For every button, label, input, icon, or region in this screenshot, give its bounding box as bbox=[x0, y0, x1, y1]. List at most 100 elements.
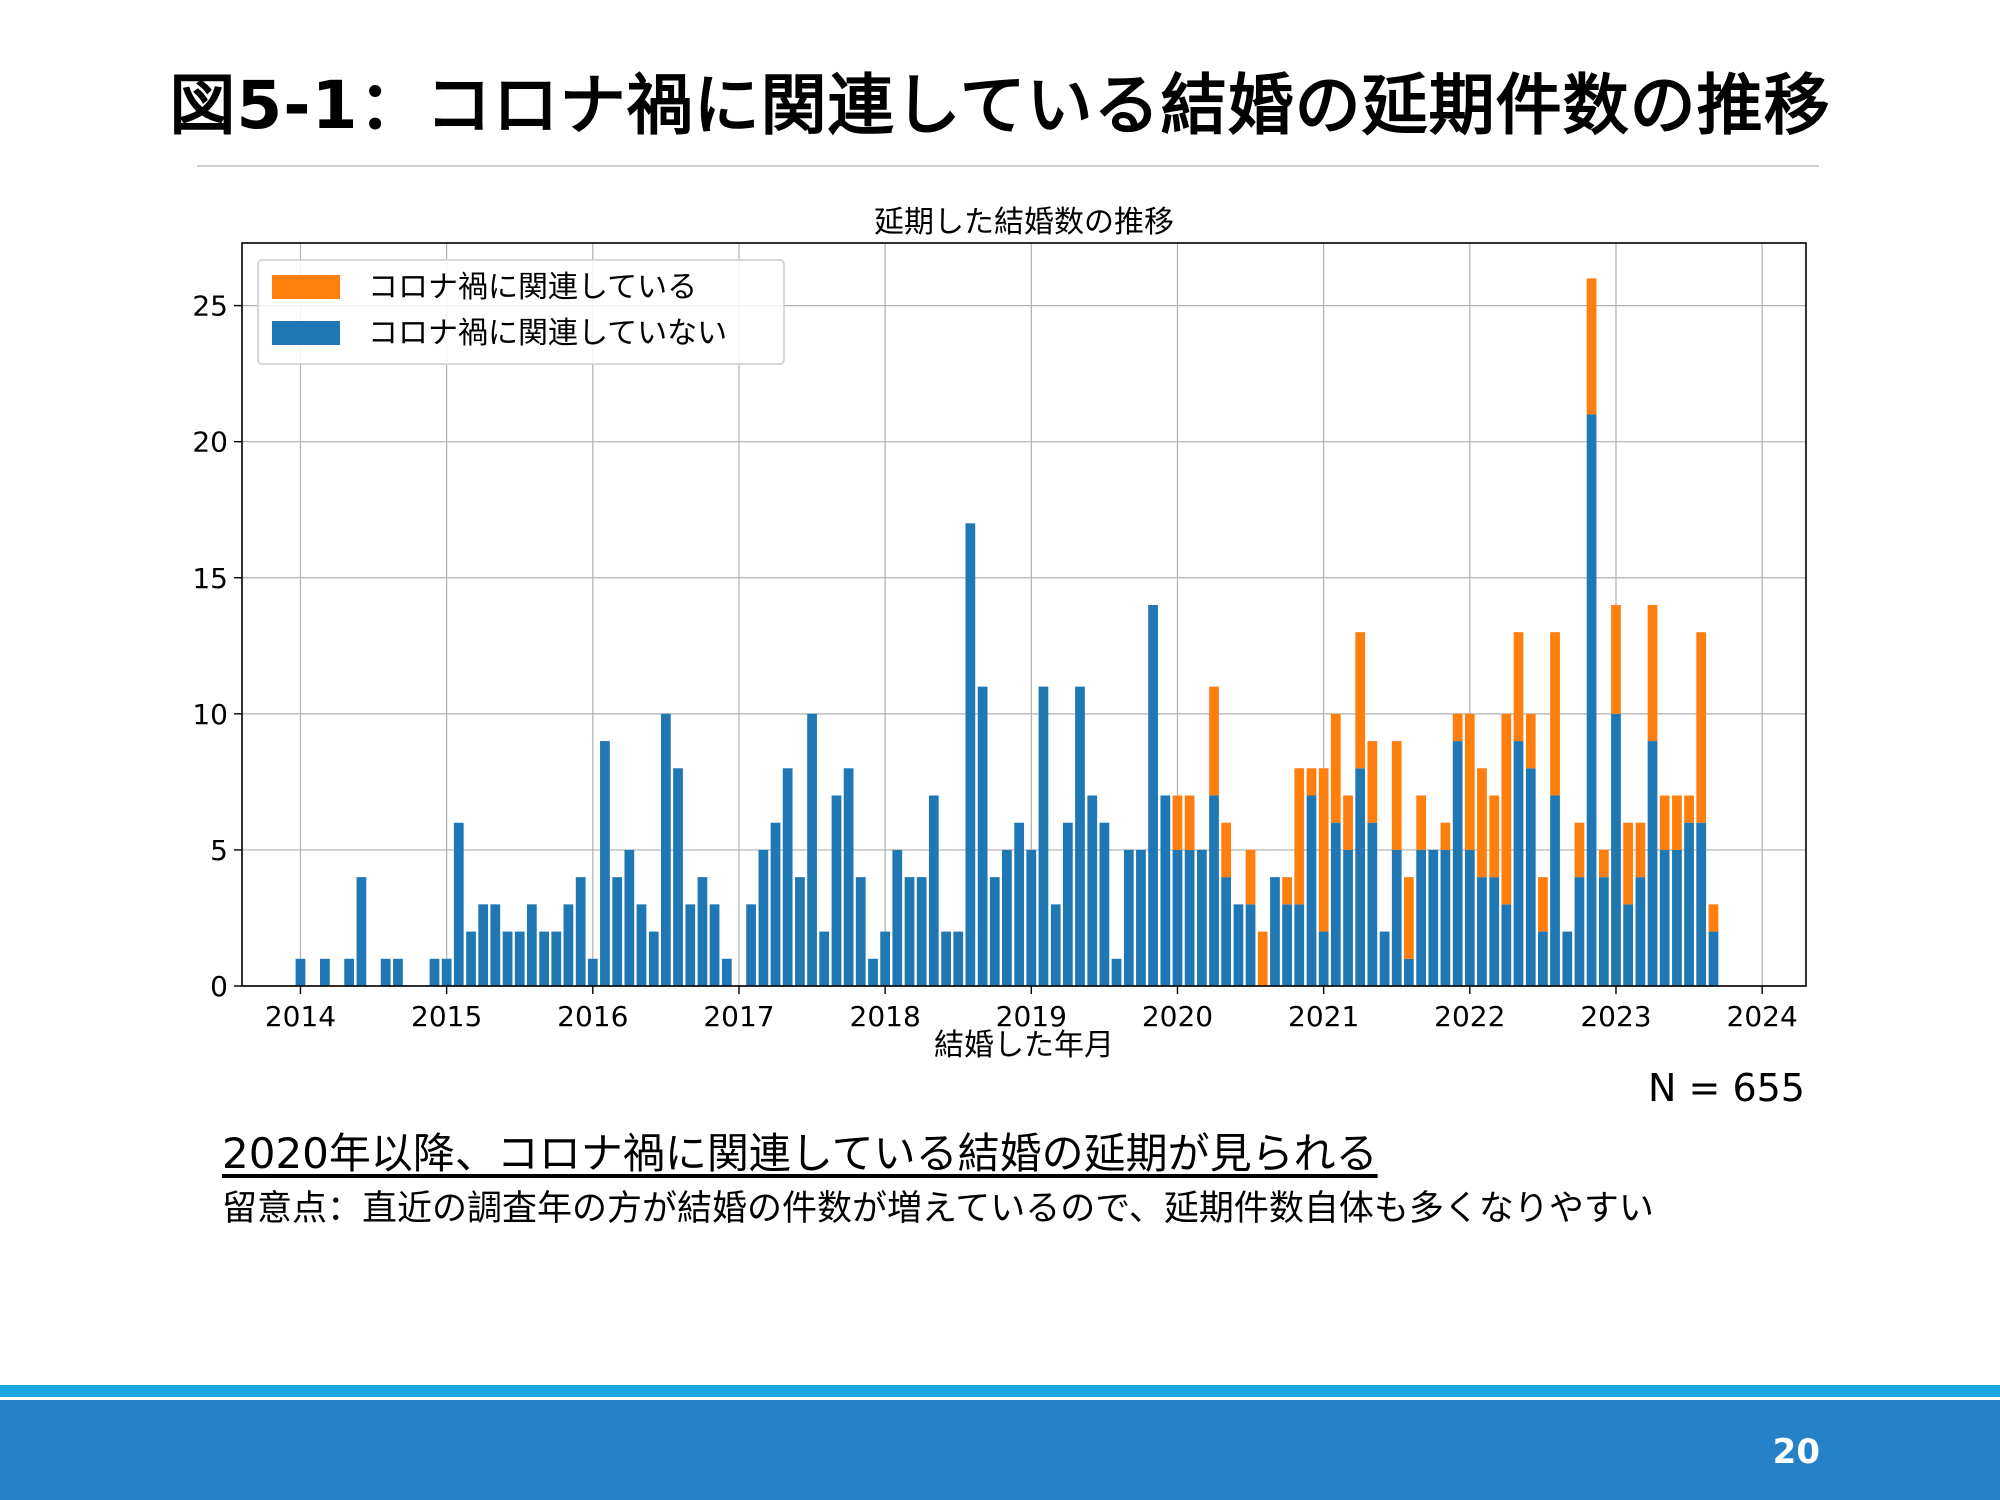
page-number: 20 bbox=[1772, 1432, 1820, 1472]
bar-related bbox=[1209, 686, 1219, 796]
bar-related bbox=[1282, 877, 1292, 905]
chart-canvas: 延期した結婚数の推移 2014 2015 2016 2017 2018 2019 2020 2… bbox=[192, 205, 1807, 1063]
bar-not-related bbox=[1197, 849, 1207, 986]
bar-not-related bbox=[1684, 822, 1694, 986]
x-tick-label: 2020 bbox=[1142, 1000, 1213, 1033]
bar-related bbox=[1477, 768, 1487, 878]
bar-not-related bbox=[1525, 768, 1536, 986]
bar-not-related bbox=[1464, 849, 1475, 986]
bar-not-related bbox=[393, 958, 403, 986]
bar-not-related bbox=[490, 904, 501, 986]
bar-related bbox=[1245, 849, 1256, 905]
y-tick-label: 0 bbox=[210, 970, 228, 1003]
bar-not-related bbox=[1708, 931, 1719, 986]
bar-not-related bbox=[928, 795, 939, 986]
y-tick-label: 10 bbox=[192, 698, 228, 731]
footer-stripe bbox=[0, 1385, 2000, 1397]
bar-not-related bbox=[673, 768, 683, 986]
bar-not-related bbox=[1452, 741, 1463, 986]
bar-related bbox=[1501, 713, 1512, 905]
bar-not-related bbox=[758, 849, 769, 986]
bar-not-related bbox=[1416, 849, 1427, 986]
caveat-note: 留意点：直近の調査年の方が結婚の件数が増えているので、延期件数自体も多くなりやす… bbox=[222, 1189, 1654, 1229]
x-tick-label: 2017 bbox=[703, 1000, 774, 1033]
x-tick-label: 2016 bbox=[557, 1000, 628, 1033]
bar-not-related bbox=[466, 931, 476, 986]
y-tick-label: 5 bbox=[210, 834, 228, 867]
takeaway-text: 2020年以降、コロナ禍に関連している結婚の延期が見られる bbox=[222, 1129, 1378, 1178]
bar-not-related bbox=[295, 958, 306, 986]
bar-not-related bbox=[441, 958, 452, 986]
bar-not-related bbox=[1513, 741, 1524, 986]
bar-not-related bbox=[453, 822, 464, 986]
bar-not-related bbox=[697, 877, 708, 986]
legend-box bbox=[257, 259, 785, 365]
bar-not-related bbox=[648, 931, 659, 986]
bar-not-related bbox=[1330, 822, 1341, 986]
bar-not-related bbox=[892, 849, 903, 986]
bar-not-related bbox=[1050, 904, 1061, 986]
bar-related bbox=[1708, 904, 1719, 932]
bar-not-related bbox=[941, 931, 951, 986]
bar-not-related bbox=[1562, 931, 1573, 986]
x-tick-label: 2015 bbox=[411, 1000, 482, 1033]
bar-not-related bbox=[551, 931, 562, 986]
bar-related bbox=[1391, 741, 1402, 850]
bar-related bbox=[1440, 822, 1451, 850]
bar-not-related bbox=[1367, 822, 1378, 986]
bar-related bbox=[1586, 278, 1597, 415]
bar-not-related bbox=[1306, 795, 1317, 986]
x-axis-label: 結婚した年月 bbox=[934, 1028, 1114, 1063]
bar-not-related bbox=[1623, 904, 1633, 986]
bar-not-related bbox=[1075, 686, 1085, 986]
bar-not-related bbox=[1038, 686, 1049, 986]
bar-not-related bbox=[782, 768, 793, 986]
bar-related bbox=[1343, 795, 1353, 850]
bar-not-related bbox=[1221, 877, 1232, 986]
y-tick-label: 15 bbox=[192, 562, 228, 595]
bar-not-related bbox=[1282, 904, 1292, 986]
bar-not-related bbox=[1172, 849, 1183, 986]
bar-not-related bbox=[1014, 822, 1025, 986]
bar-not-related bbox=[965, 523, 976, 986]
plot-frame bbox=[241, 242, 1807, 987]
legend-label-not-related: コロナ禍に関連していない bbox=[368, 316, 727, 351]
sample-size-label: N = 655 bbox=[1648, 1066, 1805, 1110]
legend: コロナ禍に関連している コロナ禍に関連していない bbox=[257, 259, 785, 365]
chart-title: 延期した結婚数の推移 bbox=[874, 205, 1174, 240]
bar-related bbox=[1221, 822, 1232, 878]
bar-related bbox=[1635, 822, 1646, 878]
bar-related bbox=[1489, 795, 1500, 878]
x-tick-label: 2014 bbox=[265, 1000, 336, 1033]
x-tick-label: 2023 bbox=[1580, 1000, 1651, 1033]
bar-not-related bbox=[1099, 822, 1110, 986]
bar-not-related bbox=[1611, 713, 1621, 986]
bar-not-related bbox=[1440, 849, 1451, 986]
bar-related bbox=[1513, 632, 1524, 742]
bar-not-related bbox=[1647, 741, 1658, 986]
bar-related bbox=[1647, 604, 1658, 742]
bar-not-related bbox=[1550, 795, 1560, 986]
bar-not-related bbox=[1318, 931, 1329, 986]
bar-not-related bbox=[709, 904, 720, 986]
bar-related bbox=[1684, 795, 1694, 823]
bar-not-related bbox=[807, 713, 817, 986]
bar-not-related bbox=[1233, 904, 1244, 986]
title-divider bbox=[197, 165, 1819, 167]
legend-swatch-not-related bbox=[272, 321, 340, 345]
stacked-bar-chart: 延期した結婚数の推移 2014 2015 2016 2017 2018 2019 2020 2… bbox=[0, 190, 2000, 1090]
footer-bar bbox=[0, 1400, 2000, 1500]
bar-related bbox=[1623, 822, 1633, 905]
bar-not-related bbox=[855, 877, 866, 986]
bar-not-related bbox=[770, 822, 781, 986]
bar-not-related bbox=[831, 795, 842, 986]
y-tick-label: 25 bbox=[192, 290, 228, 323]
x-tick-label: 2021 bbox=[1288, 1000, 1359, 1033]
bar-not-related bbox=[344, 958, 355, 986]
legend-label-related: コロナ禍に関連している bbox=[368, 270, 697, 305]
bar-not-related bbox=[380, 958, 391, 986]
axis-ticks: 2014 2015 2016 2017 2018 2019 2020 2021 2022 2023… bbox=[192, 290, 1797, 1033]
bar-related bbox=[1306, 768, 1317, 796]
bar-not-related bbox=[478, 904, 489, 986]
bar-not-related bbox=[661, 713, 671, 986]
